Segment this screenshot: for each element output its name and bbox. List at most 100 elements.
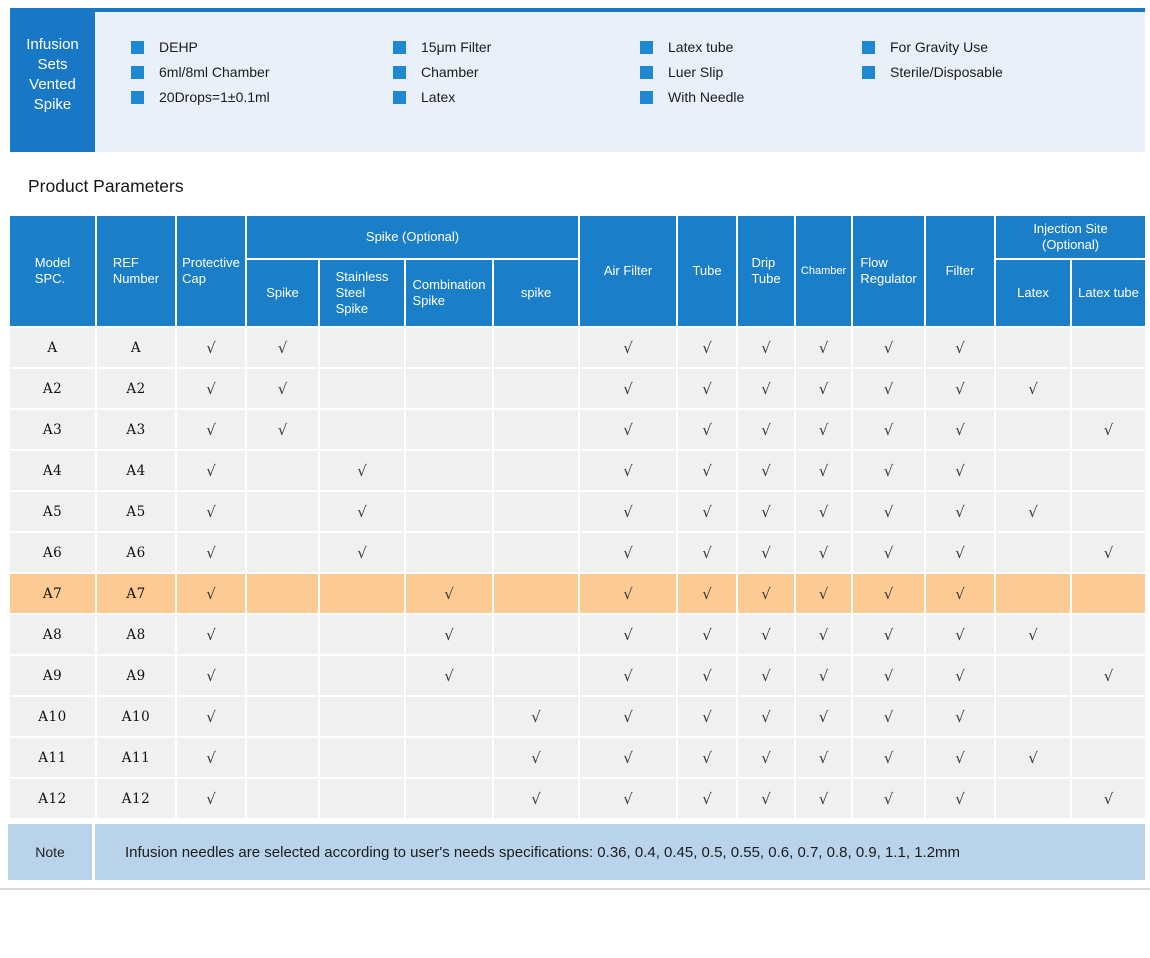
bullet-square-icon <box>393 40 406 54</box>
check-cell-spike-lower <box>491 572 581 615</box>
model-cell: A12 <box>8 777 97 820</box>
bullet-square-icon <box>640 90 653 104</box>
feature-panel: DEHP 6ml/8ml Chamber 20Drops=1±0.1ml 15μm F… <box>95 8 1145 152</box>
check-cell-flow-regulator: √ <box>851 654 927 697</box>
check-cell-stainless-steel-spike: √ <box>318 490 406 533</box>
check-cell-protective-cap: √ <box>175 736 247 779</box>
column-header-flow-regulator: Flow Regulator <box>851 214 927 328</box>
ref-cell: A12 <box>95 777 177 820</box>
check-cell-latex <box>994 777 1073 820</box>
check-cell-chamber: √ <box>794 367 854 410</box>
model-cell: A9 <box>8 654 97 697</box>
check-cell-spike <box>245 531 320 574</box>
feature-column: For Gravity Use Sterile/Disposable <box>862 39 1003 105</box>
check-cell-flow-regulator: √ <box>851 572 927 615</box>
feature-label: DEHP <box>159 39 198 55</box>
check-cell-latex <box>994 531 1073 574</box>
check-cell-tube: √ <box>676 449 739 492</box>
feature-label: Sterile/Disposable <box>890 64 1003 80</box>
feature-column: Latex tube Luer Slip With Needle <box>640 39 862 105</box>
check-cell-chamber: √ <box>794 408 854 451</box>
check-cell-latex: √ <box>994 367 1073 410</box>
check-cell-latex: √ <box>994 736 1073 779</box>
feature-item: 20Drops=1±0.1ml <box>131 89 393 105</box>
check-cell-drip-tube: √ <box>736 736 797 779</box>
check-cell-air-filter: √ <box>578 490 679 533</box>
column-header-air-filter: Air Filter <box>578 214 679 328</box>
check-cell-latex-tube <box>1070 572 1148 615</box>
check-cell-spike-lower <box>491 367 581 410</box>
check-cell-protective-cap: √ <box>175 326 247 369</box>
check-cell-protective-cap: √ <box>175 531 247 574</box>
check-cell-flow-regulator: √ <box>851 613 927 656</box>
check-cell-air-filter: √ <box>578 736 679 779</box>
check-cell-latex-tube <box>1070 367 1148 410</box>
bullet-square-icon <box>640 65 653 79</box>
product-banner: Infusion Sets Vented Spike DEHP 6ml/8ml C… <box>10 8 1145 152</box>
check-cell-protective-cap: √ <box>175 490 247 533</box>
feature-item: Latex <box>393 89 640 105</box>
model-cell: A4 <box>8 449 97 492</box>
check-cell-combination-spike <box>404 490 494 533</box>
table-row: A8 A8 √ √ √ √ √ √ √ √ √ <box>8 613 1148 656</box>
model-cell: A3 <box>8 408 97 451</box>
check-cell-tube: √ <box>676 531 739 574</box>
check-cell-spike-lower: √ <box>491 777 581 820</box>
check-cell-stainless-steel-spike: √ <box>318 531 406 574</box>
check-cell-air-filter: √ <box>578 531 679 574</box>
feature-label: 15μm Filter <box>421 39 492 55</box>
feature-item: Luer Slip <box>640 64 862 80</box>
check-cell-combination-spike: √ <box>404 613 494 656</box>
check-cell-spike-lower <box>491 408 581 451</box>
bullet-square-icon <box>131 90 144 104</box>
check-cell-air-filter: √ <box>578 326 679 369</box>
check-cell-flow-regulator: √ <box>851 777 927 820</box>
check-cell-spike <box>245 449 320 492</box>
column-group-spike-optional: Spike (Optional) <box>244 214 581 260</box>
check-cell-combination-spike <box>404 736 494 779</box>
column-header-model: Model SPC. <box>8 214 97 328</box>
check-cell-tube: √ <box>676 695 739 738</box>
check-cell-latex <box>994 326 1073 369</box>
feature-column: 15μm Filter Chamber Latex <box>393 39 640 105</box>
table-row: A7 A7 √ √ √ √ √ √ √ √ <box>8 572 1148 615</box>
feature-label: Latex <box>421 89 456 105</box>
check-cell-spike <box>245 613 320 656</box>
check-cell-spike: √ <box>245 367 320 410</box>
check-cell-air-filter: √ <box>578 367 679 410</box>
check-cell-tube: √ <box>676 736 739 779</box>
check-cell-filter: √ <box>924 613 997 656</box>
check-cell-tube: √ <box>676 613 739 656</box>
model-cell: A <box>8 326 97 369</box>
check-cell-stainless-steel-spike <box>318 572 406 615</box>
check-cell-latex-tube <box>1070 449 1148 492</box>
check-cell-tube: √ <box>676 654 739 697</box>
bullet-square-icon <box>862 40 875 54</box>
column-header-drip-tube: Drip Tube <box>736 214 797 328</box>
check-cell-spike: √ <box>245 408 320 451</box>
table-row: A10 A10 √ √ √ √ √ √ √ √ <box>8 695 1148 738</box>
check-cell-latex-tube: √ <box>1070 531 1148 574</box>
feature-label: With Needle <box>668 89 745 105</box>
ref-cell: A8 <box>95 613 177 656</box>
check-cell-drip-tube: √ <box>736 777 797 820</box>
check-cell-filter: √ <box>924 490 997 533</box>
check-cell-latex <box>994 449 1073 492</box>
ref-cell: A <box>95 326 177 369</box>
check-cell-flow-regulator: √ <box>851 695 927 738</box>
column-header-protective-cap: Protective Cap <box>175 214 247 328</box>
note-label: Note <box>8 824 95 880</box>
check-cell-latex <box>994 572 1073 615</box>
model-cell: A11 <box>8 736 97 779</box>
ref-cell: A9 <box>95 654 177 697</box>
ref-cell: A10 <box>95 695 177 738</box>
ref-cell: A2 <box>95 367 177 410</box>
feature-item: For Gravity Use <box>862 39 1003 55</box>
check-cell-chamber: √ <box>794 449 854 492</box>
check-cell-protective-cap: √ <box>175 408 247 451</box>
check-cell-flow-regulator: √ <box>851 326 927 369</box>
check-cell-spike-lower: √ <box>491 736 581 779</box>
bullet-square-icon <box>862 65 875 79</box>
check-cell-latex <box>994 654 1073 697</box>
check-cell-air-filter: √ <box>578 654 679 697</box>
